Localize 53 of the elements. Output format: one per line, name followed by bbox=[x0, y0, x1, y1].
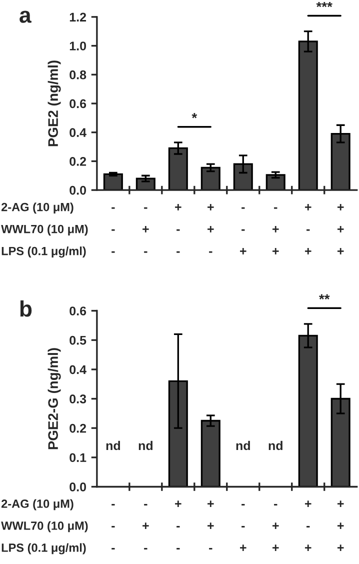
bar bbox=[266, 174, 286, 190]
text: WWL70 (10 μM) bbox=[1, 521, 88, 532]
y-tick-label: 0.4 bbox=[70, 365, 86, 374]
bar bbox=[168, 147, 188, 190]
text: 2-AG (10 μM) bbox=[1, 202, 74, 214]
y-tick-label: 0.0 bbox=[70, 186, 86, 195]
y-axis-title: PGE2 (ng/ml) bbox=[48, 60, 61, 146]
bar bbox=[136, 178, 156, 190]
category-label: + + - bbox=[208, 500, 214, 550]
bar bbox=[200, 420, 220, 487]
category-label: - + + bbox=[272, 504, 279, 551]
y-tick-label: 1.2 bbox=[70, 12, 86, 22]
y-tick-label: 0.1 bbox=[70, 453, 86, 462]
text: 2-AG (10 μM) bbox=[1, 499, 74, 510]
y-tick-label: 0.4 bbox=[70, 128, 86, 138]
bar bbox=[200, 166, 220, 190]
chart-title: a bbox=[20, 10, 32, 23]
y-tick-label: 0.3 bbox=[70, 394, 86, 404]
text: *** bbox=[316, 2, 332, 8]
category-label: - - - bbox=[112, 207, 115, 253]
text: nd bbox=[236, 440, 250, 450]
category-label: - + - bbox=[142, 504, 149, 550]
bar bbox=[103, 173, 123, 190]
category-label: + + - bbox=[208, 204, 214, 253]
category-label: - - + bbox=[240, 207, 246, 254]
text: LPS (0.1 μg/ml) bbox=[2, 246, 86, 258]
category-label: + + + bbox=[337, 204, 344, 254]
category-label: + - + bbox=[304, 500, 312, 551]
category-label: - - + bbox=[240, 504, 246, 551]
y-tick-label: 0.2 bbox=[70, 424, 86, 433]
chart-title: b bbox=[20, 300, 32, 317]
text: LPS (0.1 μg/ml) bbox=[2, 543, 86, 554]
text: nd bbox=[138, 440, 152, 450]
category-label: - - - bbox=[112, 504, 115, 550]
y-axis-title: PGE2-G (ng/ml) bbox=[48, 348, 61, 450]
y-tick-label: 0.2 bbox=[70, 157, 86, 166]
category-label: + + + bbox=[337, 500, 344, 551]
y-tick-label: 1.0 bbox=[70, 42, 86, 50]
annotation: * bbox=[192, 113, 198, 118]
category-label: + - + bbox=[304, 204, 312, 254]
category-label: + - - bbox=[175, 500, 182, 550]
category-label: - + + bbox=[272, 207, 279, 254]
y-tick-label: 0.6 bbox=[70, 99, 86, 108]
y-tick-label: 0.5 bbox=[70, 336, 86, 345]
y-tick-label: 0.6 bbox=[70, 306, 86, 316]
y-tick-label: 0.8 bbox=[70, 70, 86, 80]
text: ** bbox=[318, 294, 330, 300]
category-label: + - - bbox=[175, 204, 182, 253]
category-label: - + - bbox=[142, 207, 149, 253]
text: nd bbox=[106, 440, 120, 450]
y-tick-label: 0.0 bbox=[70, 482, 86, 492]
text: nd bbox=[268, 440, 282, 450]
text: WWL70 (10 μM) bbox=[1, 224, 88, 236]
